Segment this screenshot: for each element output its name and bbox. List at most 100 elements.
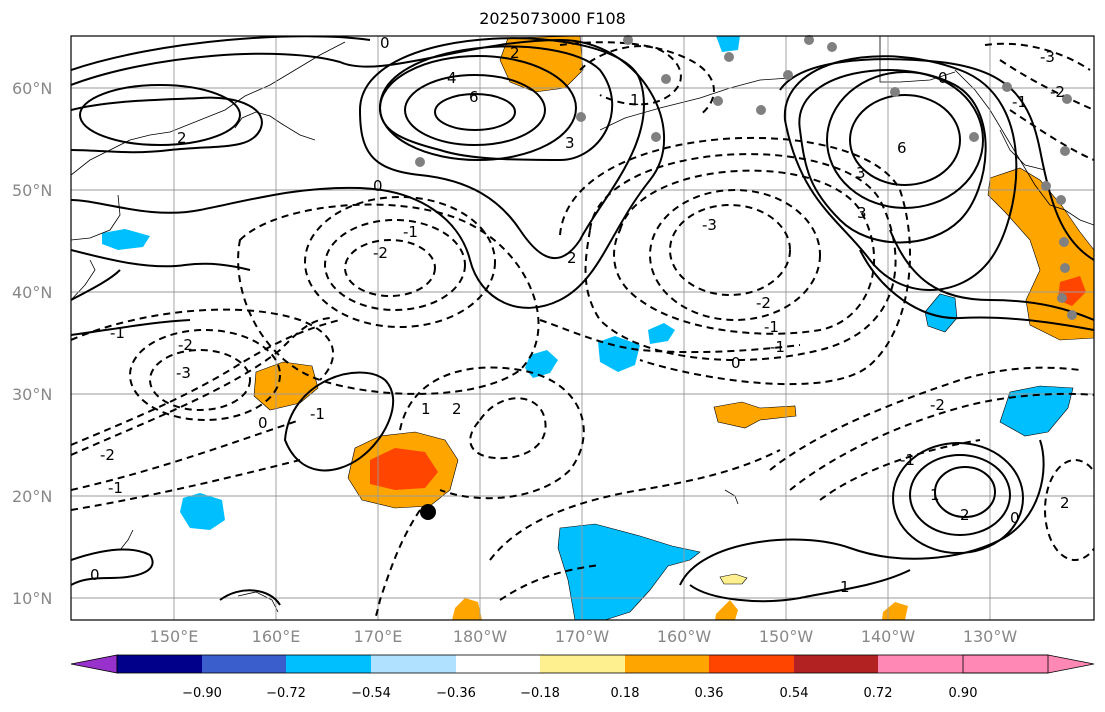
shade-blue-35n-c <box>648 323 675 344</box>
contour-label: 3 <box>857 204 867 222</box>
colorbar-tick: 0.54 <box>780 686 809 701</box>
contour-label: -1 <box>764 318 779 336</box>
lat-label: 30°N <box>12 385 52 404</box>
lon-label: 170°E <box>354 627 403 646</box>
storm-center-marker <box>420 504 436 520</box>
colorbar-segment <box>117 655 202 673</box>
map-title: 2025073000 F108 <box>479 9 626 28</box>
lat-label: 10°N <box>12 589 52 608</box>
contour-label: 3 <box>565 134 575 152</box>
shade-blue-south <box>557 523 701 620</box>
contour-label: -1 <box>108 479 123 497</box>
colorbar-tick: −0.90 <box>182 686 222 701</box>
shade-orange-south-c <box>882 602 908 620</box>
lon-label: 140°W <box>861 627 916 646</box>
shade-blue-west <box>102 229 150 250</box>
contour-label: -2 <box>930 396 945 414</box>
longitude-labels: 150°E 160°E 170°E 180°W 170°W 160°W 150°… <box>150 627 1018 646</box>
contour-label: 0 <box>731 354 741 372</box>
colorbar-segment <box>794 655 878 673</box>
contour-label: 6 <box>897 139 907 157</box>
contour-label: -2 <box>178 336 193 354</box>
colorbar-tick: 0.90 <box>949 686 978 701</box>
contour-label: 2 <box>1060 494 1070 512</box>
lat-label: 60°N <box>12 79 52 98</box>
contour-label: 3 <box>856 164 866 182</box>
contour-label: 1 <box>930 486 940 504</box>
contour-label: 2 <box>452 400 462 418</box>
contour-label: -2 <box>373 244 388 262</box>
lon-label: 160°E <box>252 627 301 646</box>
shade-orange-28n <box>713 401 797 429</box>
colorbar-segment <box>625 655 709 673</box>
lon-label: 180°W <box>453 627 508 646</box>
colorbar-segment <box>878 655 963 673</box>
colorbar-segment <box>456 655 540 673</box>
colorbar-tick: −0.72 <box>266 686 306 701</box>
lat-label: 20°N <box>12 487 52 506</box>
contour-label: -1 <box>310 405 325 423</box>
contour-label: -1 <box>403 223 418 241</box>
contour-label: 1 <box>630 91 640 109</box>
shade-orange-south-a <box>452 598 482 620</box>
contour-label: 2 <box>567 249 577 267</box>
colorbar-tick: 0.72 <box>864 686 893 701</box>
shade-red-20n <box>370 448 438 490</box>
colorbar-tick: 0.36 <box>695 686 724 701</box>
colorbar-outline <box>116 654 1049 674</box>
shade-blue-35n-b <box>598 336 640 372</box>
colorbar-tick: −0.54 <box>351 686 391 701</box>
contour-label: 1 <box>840 578 850 596</box>
shade-blue-35n-a <box>525 350 558 378</box>
shaded-regions <box>102 36 1094 620</box>
shade-blue-north <box>716 36 740 52</box>
dashed-contours <box>71 41 1094 620</box>
colorbar-tick: −0.36 <box>436 686 476 701</box>
coastlines <box>71 36 1094 613</box>
lat-label: 40°N <box>12 283 52 302</box>
shade-blue-20n <box>180 493 225 530</box>
station-dots <box>415 35 1077 320</box>
colorbar: −0.90 −0.72 −0.54 −0.36 −0.18 0.18 0.36 … <box>70 654 1095 701</box>
contour-label: 1 <box>421 400 431 418</box>
contour-label: 0 <box>90 566 100 584</box>
contour-label: 0 <box>258 414 268 432</box>
colorbar-segment <box>202 655 286 673</box>
contour-label: 4 <box>447 69 457 87</box>
contour-label: 0 <box>380 34 390 52</box>
contour-label: -1 <box>900 451 915 469</box>
contour-label: 2 <box>510 44 520 62</box>
shade-orange-south-b <box>715 600 738 620</box>
contour-label: 0 <box>1010 509 1020 527</box>
contour-label: 0 <box>373 177 383 195</box>
contour-label: -2 <box>1050 83 1065 101</box>
latitude-labels: 10°N 20°N 30°N 40°N 50°N 60°N <box>12 79 52 608</box>
lon-label: 150°E <box>150 627 199 646</box>
contour-label: 2 <box>960 506 970 524</box>
shade-yellow-south <box>719 573 748 585</box>
contour-label: 6 <box>469 88 479 106</box>
contour-label: -2 <box>756 294 771 312</box>
colorbar-tick: 0.18 <box>611 686 640 701</box>
colorbar-tick: −0.18 <box>520 686 560 701</box>
lon-label: 160°W <box>657 627 712 646</box>
contour-label: 0 <box>938 69 948 87</box>
contour-label: -1 <box>1012 93 1027 111</box>
contour-labels: 0 2 4 6 3 2 1 0 -1 -2 -3 2 3 -1 -2 0 -1 … <box>90 34 1070 596</box>
contour-label: -2 <box>100 446 115 464</box>
shade-orange-30n <box>253 361 319 411</box>
contour-label: -1 <box>110 324 125 342</box>
colorbar-segment <box>540 655 625 673</box>
contour-label: -3 <box>176 364 191 382</box>
colorbar-extend-max <box>962 654 1095 674</box>
colorbar-segment <box>371 655 456 673</box>
colorbar-segment <box>286 655 371 673</box>
shade-blue-east-b <box>999 385 1074 437</box>
contour-label: 2 <box>177 129 187 147</box>
lon-label: 170°W <box>555 627 610 646</box>
contour-label: -1 <box>770 338 785 356</box>
lon-label: 150°W <box>759 627 814 646</box>
contour-label: -3 <box>1040 48 1055 66</box>
lon-label: 130°W <box>963 627 1018 646</box>
